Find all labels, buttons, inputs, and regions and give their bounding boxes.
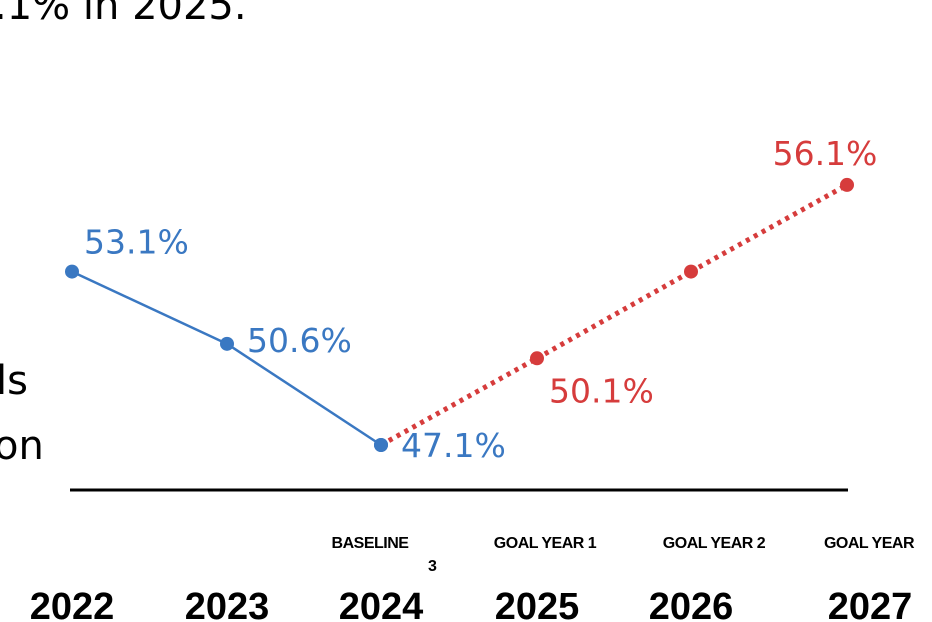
x-sublabel: GOAL YEAR 2 (663, 535, 766, 552)
series-1-segment (71, 270, 228, 345)
x-sublabel: GOAL YEAR 1 (494, 535, 597, 552)
body-text-fragment-2: on (0, 423, 44, 469)
data-label: 50.1% (549, 371, 654, 410)
series-1-point (220, 336, 234, 351)
baseline-point (374, 438, 388, 452)
series-2-segment (535, 269, 693, 361)
data-label: 47.1% (401, 426, 506, 465)
series-2-segment (689, 182, 849, 274)
x-tick-label: 2025 (495, 586, 580, 622)
slide-title-fragment: .1% in 2025. (0, 0, 247, 29)
x-tick-label: 2026 (649, 586, 734, 622)
x-tick-label: 2024 (339, 586, 424, 622)
data-label: 50.6% (247, 321, 352, 360)
series-1-segment (226, 342, 382, 447)
data-label: 56.1% (773, 134, 878, 173)
x-tick-label: 2027 (828, 586, 913, 622)
series-2-point (840, 177, 854, 192)
footnote-marker: 3 (428, 558, 437, 575)
x-sublabel: BASELINE (332, 535, 410, 552)
data-label: 53.1% (84, 223, 189, 262)
body-text-fragment-1: ls (0, 358, 28, 404)
series-2-segment (379, 356, 539, 448)
x-sublabel: GOAL YEAR (824, 535, 915, 552)
series-2-point (530, 351, 544, 366)
x-tick-label: 2022 (30, 586, 115, 622)
series-1-point (65, 264, 79, 279)
x-tick-label: 2023 (185, 586, 270, 622)
series-2-point (684, 264, 698, 279)
